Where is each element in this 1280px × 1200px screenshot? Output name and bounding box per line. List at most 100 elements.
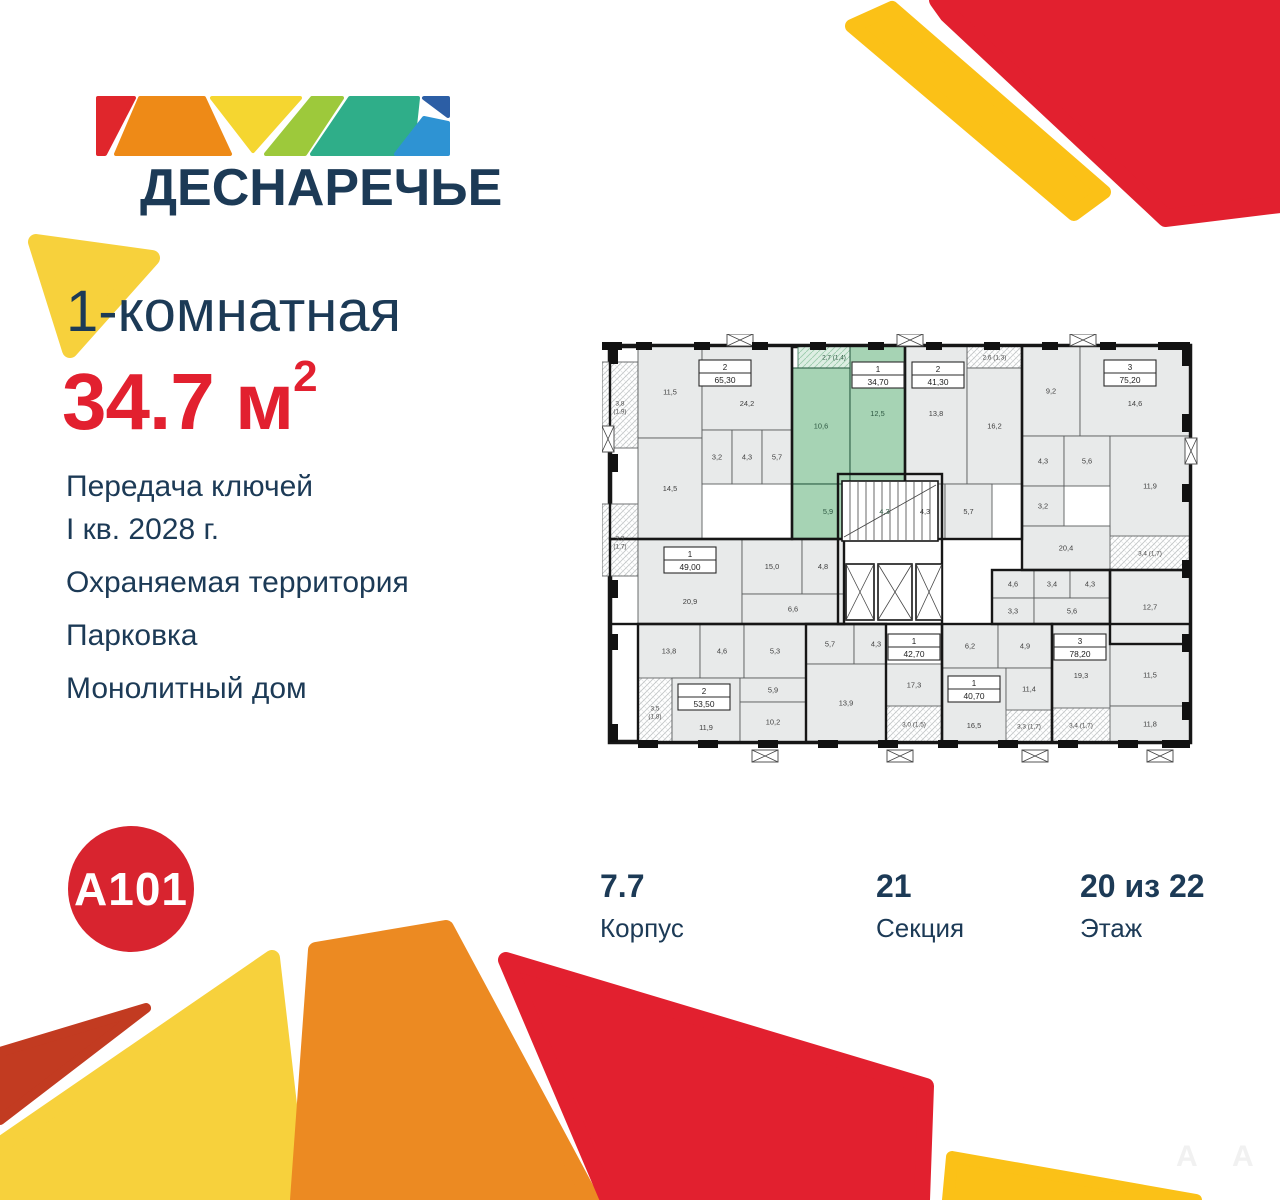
svg-text:16,2: 16,2 [987,422,1001,431]
svg-text:20,9: 20,9 [683,597,697,606]
svg-text:40,70: 40,70 [964,691,985,701]
mosaic-red-piece [96,96,136,156]
svg-text:3,2: 3,2 [1038,502,1048,511]
svg-text:12,7: 12,7 [1143,603,1157,612]
svg-text:11,4: 11,4 [1022,685,1036,694]
svg-text:4,9: 4,9 [1020,642,1030,651]
svg-text:2,7 (1,4): 2,7 (1,4) [822,355,846,362]
area-superscript: 2 [293,352,318,401]
svg-text:15,0: 15,0 [765,562,779,571]
watermark-letter: A [1232,1140,1254,1173]
svg-text:4,6: 4,6 [1008,580,1018,589]
svg-text:2: 2 [936,365,941,374]
svg-text:3,3(1,7): 3,3 (1,7) [613,536,626,551]
svg-text:4,3: 4,3 [871,640,881,649]
svg-text:6,6: 6,6 [788,605,798,614]
feature-keys-handover: Передача ключей [66,470,314,503]
svg-text:3,8(1,9): 3,8 (1,9) [613,401,626,416]
project-name: ДЕСНАРЕЧЬЕ [140,159,503,217]
svg-text:9,2: 9,2 [1046,387,1056,396]
svg-text:4,3: 4,3 [920,507,930,516]
svg-text:3,4 (1,7): 3,4 (1,7) [1069,723,1093,730]
svg-text:78,20: 78,20 [1070,649,1091,659]
svg-text:6,2: 6,2 [965,642,975,651]
corner-shape-gold-spike [845,1,1111,221]
svg-text:16,5: 16,5 [967,721,981,730]
svg-text:11,5: 11,5 [1143,671,1157,680]
svg-text:4,6: 4,6 [717,647,727,656]
svg-text:2: 2 [702,687,707,696]
svg-text:4,3: 4,3 [742,453,752,462]
svg-text:11,9: 11,9 [699,723,713,732]
svg-text:4,3: 4,3 [1085,580,1095,589]
footer-building-column: 7.7 Корпус [600,868,684,944]
feature-guarded-territory: Охраняемая территория [66,566,409,599]
watermark-letter: A [1176,1140,1198,1173]
floorplan-svg: 3,8 (1,9) 11,5 14,5 24,2 3,2 4,3 5,7 2,7 (1,4) 10… [601,333,1198,763]
svg-text:13,9: 13,9 [839,699,853,708]
svg-text:24,2: 24,2 [740,399,754,408]
mosaic-lightblue-piece [394,116,450,156]
mosaic-orange-piece [114,96,232,156]
area-unit: м [234,357,294,446]
svg-text:11,5: 11,5 [663,388,677,397]
svg-text:17,3: 17,3 [907,681,921,690]
unit-label: 140,70 [947,675,1001,703]
feature-monolithic-building: Монолитный дом [66,672,307,705]
svg-text:3,4 (1,7): 3,4 (1,7) [1138,551,1162,558]
svg-text:5,9: 5,9 [823,507,833,516]
svg-text:1: 1 [688,550,693,559]
svg-text:1: 1 [972,679,977,688]
svg-text:20,4: 20,4 [1059,544,1073,553]
svg-text:2,6 (1,3): 2,6 (1,3) [983,355,1007,362]
project-logo-mosaic [96,96,450,156]
mosaic-darkblue-piece [422,96,450,118]
svg-text:14,5: 14,5 [663,484,677,493]
floorplan-content: 3,8 (1,9) 11,5 14,5 24,2 3,2 4,3 5,7 2,7 (1,4) 10… [601,333,1198,763]
listing-room-type: 1-комнатная [66,279,402,344]
feature-handover-date: I кв. 2028 г. [66,513,220,546]
svg-text:2: 2 [723,363,728,372]
svg-text:4,8: 4,8 [818,562,828,571]
svg-text:65,30: 65,30 [715,375,736,385]
mosaic-yellow-piece [210,96,302,153]
svg-text:3: 3 [1078,637,1083,646]
section-label: Секция [876,913,965,943]
svg-text:41,30: 41,30 [928,377,949,387]
svg-text:5,3: 5,3 [770,647,780,656]
svg-text:4,3: 4,3 [1038,457,1048,466]
svg-text:3,0 (1,5): 3,0 (1,5) [902,722,926,729]
bottom-darkred-ray [0,1003,151,1125]
svg-text:34,70: 34,70 [868,377,889,387]
bottom-orange-shape [290,920,600,1200]
svg-text:3,2: 3,2 [712,453,722,462]
svg-text:1: 1 [876,365,881,374]
svg-text:11,9: 11,9 [1143,482,1157,491]
svg-text:19,3: 19,3 [1074,671,1088,680]
bottom-right-yellow-triangle [942,1151,1202,1200]
svg-text:5,7: 5,7 [772,453,782,462]
svg-text:3: 3 [1128,363,1133,372]
svg-text:13,8: 13,8 [662,647,676,656]
svg-text:3,5(1,8): 3,5 (1,8) [648,706,661,721]
building-label: Корпус [600,913,684,943]
floor-label: Этаж [1080,913,1143,943]
building-value: 7.7 [600,868,645,904]
svg-text:13,8: 13,8 [929,409,943,418]
svg-text:5,6: 5,6 [1082,457,1092,466]
unit-label-highlighted: 134,70 [851,361,905,389]
footer-floor-column: 20 из 22 Этаж [1080,868,1205,944]
svg-text:1: 1 [912,637,917,646]
svg-text:14,6: 14,6 [1128,399,1142,408]
svg-text:11,8: 11,8 [1143,720,1157,729]
svg-text:12,5: 12,5 [870,409,884,418]
area-value: 34.7 [62,357,215,446]
svg-text:75,20: 75,20 [1120,375,1141,385]
floorplan: 3,8 (1,9) 11,5 14,5 24,2 3,2 4,3 5,7 2,7 (1,4) 10… [601,333,1198,764]
feature-parking: Парковка [66,619,198,652]
svg-text:49,00: 49,00 [680,562,701,572]
developer-logo-text: A101 [74,863,188,915]
unit-label: 142,70 [887,633,941,661]
svg-text:53,50: 53,50 [694,699,715,709]
svg-text:3,4: 3,4 [1047,580,1057,589]
